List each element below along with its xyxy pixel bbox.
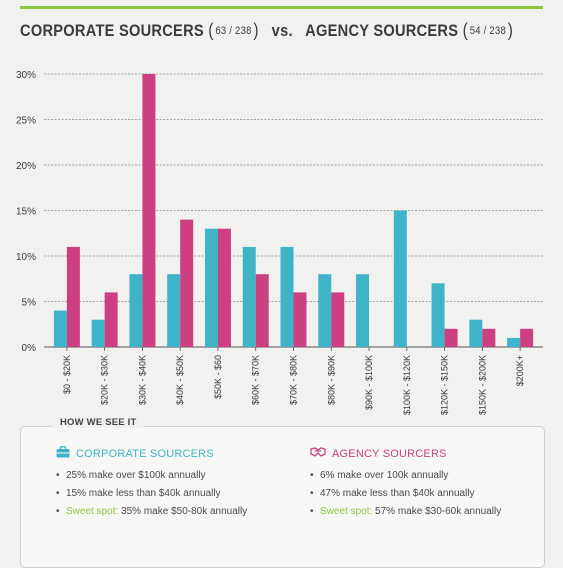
x-tick-label: $120K - $150K: [440, 355, 450, 415]
y-tick-label: 20%: [16, 161, 36, 172]
corporate-column: CORPORATE SOURCERS • 25% make over $100k …: [56, 446, 296, 524]
versus-label: vs.: [271, 21, 293, 40]
bar-corporate: [91, 319, 105, 347]
bar-corporate: [393, 210, 407, 347]
list-item: • Sweet spot: 57% make $30-60k annually: [310, 506, 502, 517]
y-tick-label: 15%: [16, 207, 36, 218]
bar-agency: [217, 228, 231, 347]
bar-corporate: [242, 246, 256, 347]
y-tick-label: 30%: [16, 70, 36, 81]
sweet-spot-label: Sweet spot:: [66, 506, 119, 517]
chart-header: CORPORATE SOURCERS (63 / 238) vs. AGENCY…: [20, 20, 514, 40]
x-tick-label: $100K - $120K: [402, 355, 412, 415]
corporate-title: CORPORATE SOURCERS: [20, 21, 204, 40]
agency-heading: AGENCY SOURCERS: [332, 447, 447, 460]
x-tick-label: $0 - $20K: [62, 355, 72, 394]
bar-agency: [482, 328, 496, 347]
panel-title: HOW WE SEE IT: [52, 417, 145, 428]
x-tick-label: $90K - $100K: [364, 355, 374, 410]
x-tick-label: $200K+: [515, 355, 525, 386]
list-item: • 25% make over $100k annually: [56, 470, 206, 481]
x-tick-label: $60K - $70K: [251, 355, 261, 405]
list-item: • 47% make less than $40k annually: [310, 488, 475, 499]
x-tick-label: $40K - $50K: [175, 355, 185, 405]
corporate-count: 63 / 238: [215, 25, 252, 37]
bar-agency: [520, 328, 534, 347]
bar-corporate: [204, 228, 218, 347]
bar-corporate: [431, 283, 445, 347]
corporate-heading: CORPORATE SOURCERS: [76, 447, 214, 460]
bar-agency: [66, 246, 80, 347]
bar-agency: [104, 292, 118, 347]
x-tick-label: $150K - $200K: [477, 355, 487, 415]
briefcase-icon: [56, 446, 70, 461]
list-item: • 6% make over 100k annually: [310, 470, 449, 481]
y-tick-label: 25%: [16, 116, 36, 127]
bar-corporate: [280, 246, 294, 347]
top-accent-line: [20, 6, 543, 9]
bar-corporate: [167, 274, 181, 347]
x-tick-label: $70K - $80K: [289, 355, 299, 405]
salary-bar-chart: 0% 5% 10% 15% 20% 25% 30% $0 - $20K $20K - $30K $…: [16, 70, 543, 415]
y-tick-label: 5%: [22, 298, 37, 309]
bar-agency: [331, 292, 345, 347]
bar-corporate: [53, 310, 67, 347]
bar-corporate: [356, 274, 370, 347]
agency-title: AGENCY SOURCERS: [305, 21, 459, 40]
bar-corporate: [469, 319, 483, 347]
bar-agency: [293, 292, 307, 347]
bar-agency: [255, 274, 269, 347]
bar-agency: [444, 328, 458, 347]
list-item: • Sweet spot: 35% make $50-80k annually: [56, 506, 248, 517]
bar-agency: [180, 219, 194, 347]
bar-corporate: [129, 274, 143, 347]
handshake-icon: [310, 446, 326, 461]
agency-count: 54 / 238: [469, 25, 506, 37]
y-tick-label: 10%: [16, 252, 36, 263]
list-item: • 15% make less than $40k annually: [56, 488, 221, 499]
bar-corporate: [318, 274, 332, 347]
bar-corporate: [507, 337, 521, 347]
sweet-spot-label: Sweet spot:: [320, 506, 373, 517]
y-tick-label: 0%: [22, 343, 37, 354]
x-tick-label: $50K - $60: [213, 355, 223, 399]
x-tick-label: $20K - $30K: [100, 355, 110, 405]
agency-column: AGENCY SOURCERS • 6% make over 100k annua…: [310, 446, 550, 524]
x-tick-label: $30K - $40K: [137, 355, 147, 405]
bar-agency: [142, 74, 156, 347]
x-tick-label: $80K - $90K: [326, 355, 336, 405]
